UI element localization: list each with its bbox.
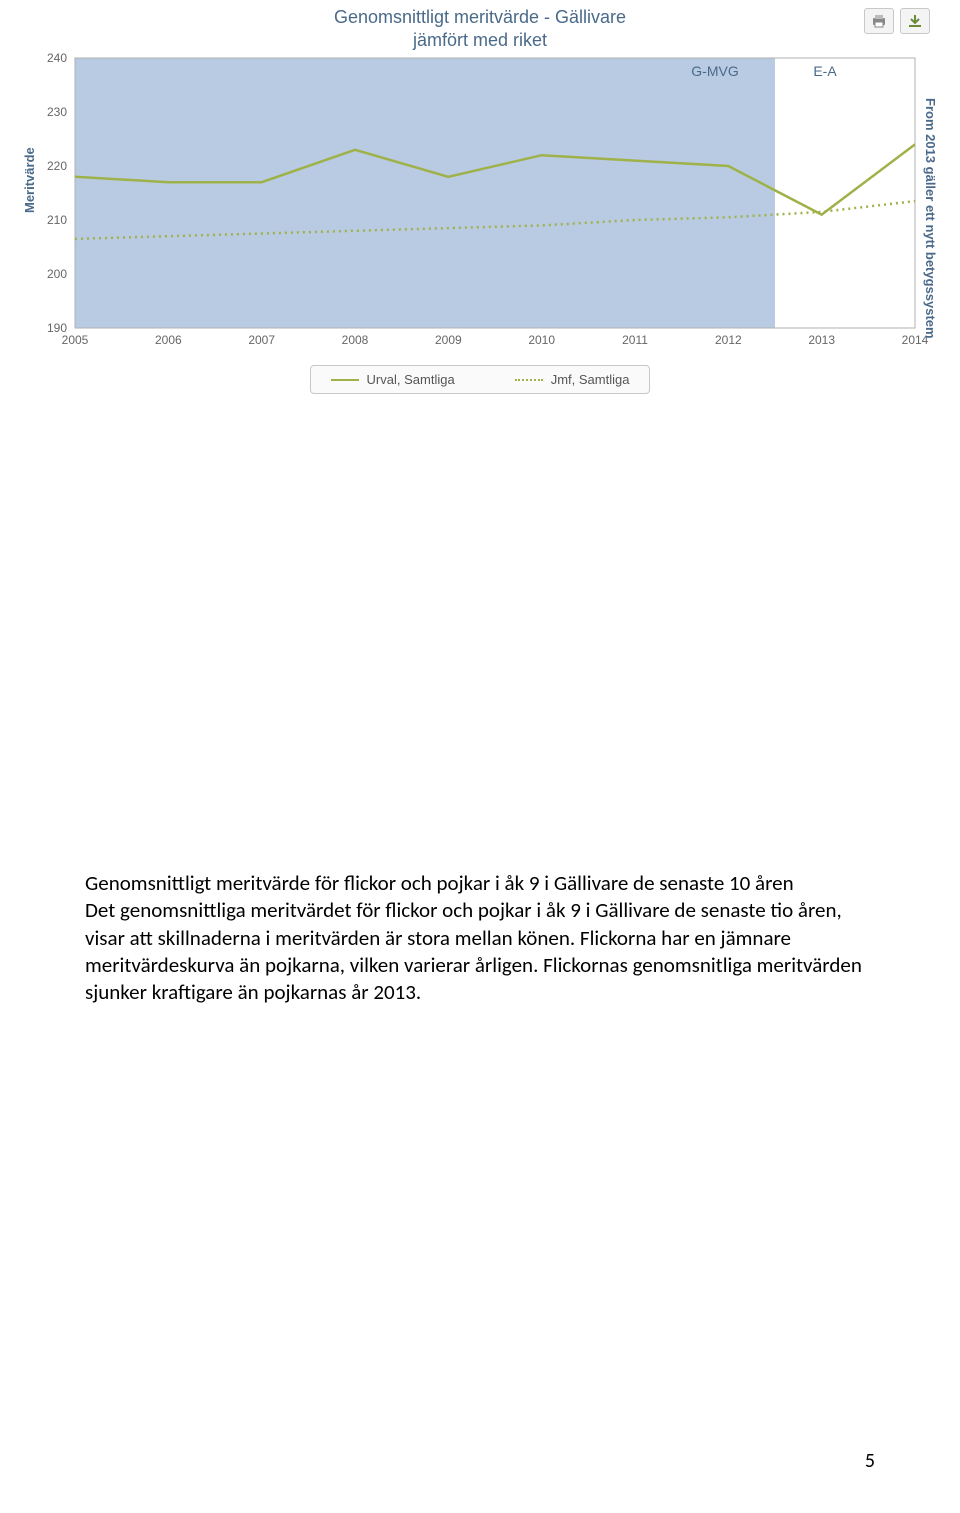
- svg-text:210: 210: [47, 213, 67, 227]
- y-axis-label: Meritvärde: [22, 147, 37, 213]
- svg-text:220: 220: [47, 159, 67, 173]
- svg-text:240: 240: [47, 53, 67, 65]
- chart-title: Genomsnittligt meritvärde - Gällivare jä…: [20, 0, 940, 53]
- svg-text:2008: 2008: [342, 333, 369, 347]
- legend-line-dotted-icon: [515, 379, 543, 381]
- svg-text:2007: 2007: [248, 333, 275, 347]
- svg-text:200: 200: [47, 267, 67, 281]
- body-paragraph: Det genomsnittliga meritvärdet för flick…: [85, 897, 862, 1005]
- svg-text:2013: 2013: [808, 333, 835, 347]
- legend-line-solid-icon: [331, 379, 359, 381]
- page: Genomsnittligt meritvärde - Gällivare jä…: [0, 0, 960, 1513]
- page-number: 5: [865, 1449, 875, 1473]
- svg-text:2009: 2009: [435, 333, 462, 347]
- legend: Urval, Samtliga Jmf, Samtliga: [310, 365, 651, 394]
- chart-title-line2: jämfört med riket: [413, 30, 547, 50]
- svg-text:2005: 2005: [62, 333, 89, 347]
- legend-item-solid: Urval, Samtliga: [331, 372, 455, 387]
- legend-label-dotted: Jmf, Samtliga: [551, 372, 630, 387]
- svg-text:2006: 2006: [155, 333, 182, 347]
- legend-item-dotted: Jmf, Samtliga: [515, 372, 630, 387]
- chart-plot: 1902002102202302402005200620072008200920…: [20, 53, 940, 353]
- svg-text:2011: 2011: [622, 333, 648, 347]
- legend-label-solid: Urval, Samtliga: [367, 372, 455, 387]
- body-heading: Genomsnittligt meritvärde för flickor oc…: [85, 870, 794, 896]
- svg-text:2010: 2010: [528, 333, 555, 347]
- svg-text:G-MVG: G-MVG: [691, 63, 738, 79]
- body-text: Genomsnittligt meritvärde för flickor oc…: [85, 870, 875, 1006]
- svg-text:230: 230: [47, 105, 67, 119]
- right-note-label: From 2013 gäller ett nytt betygssystem: [923, 98, 938, 339]
- svg-text:2012: 2012: [715, 333, 742, 347]
- svg-text:E-A: E-A: [813, 63, 837, 79]
- chart-container: Genomsnittligt meritvärde - Gällivare jä…: [20, 0, 940, 394]
- chart-title-line1: Genomsnittligt meritvärde - Gällivare: [334, 7, 626, 27]
